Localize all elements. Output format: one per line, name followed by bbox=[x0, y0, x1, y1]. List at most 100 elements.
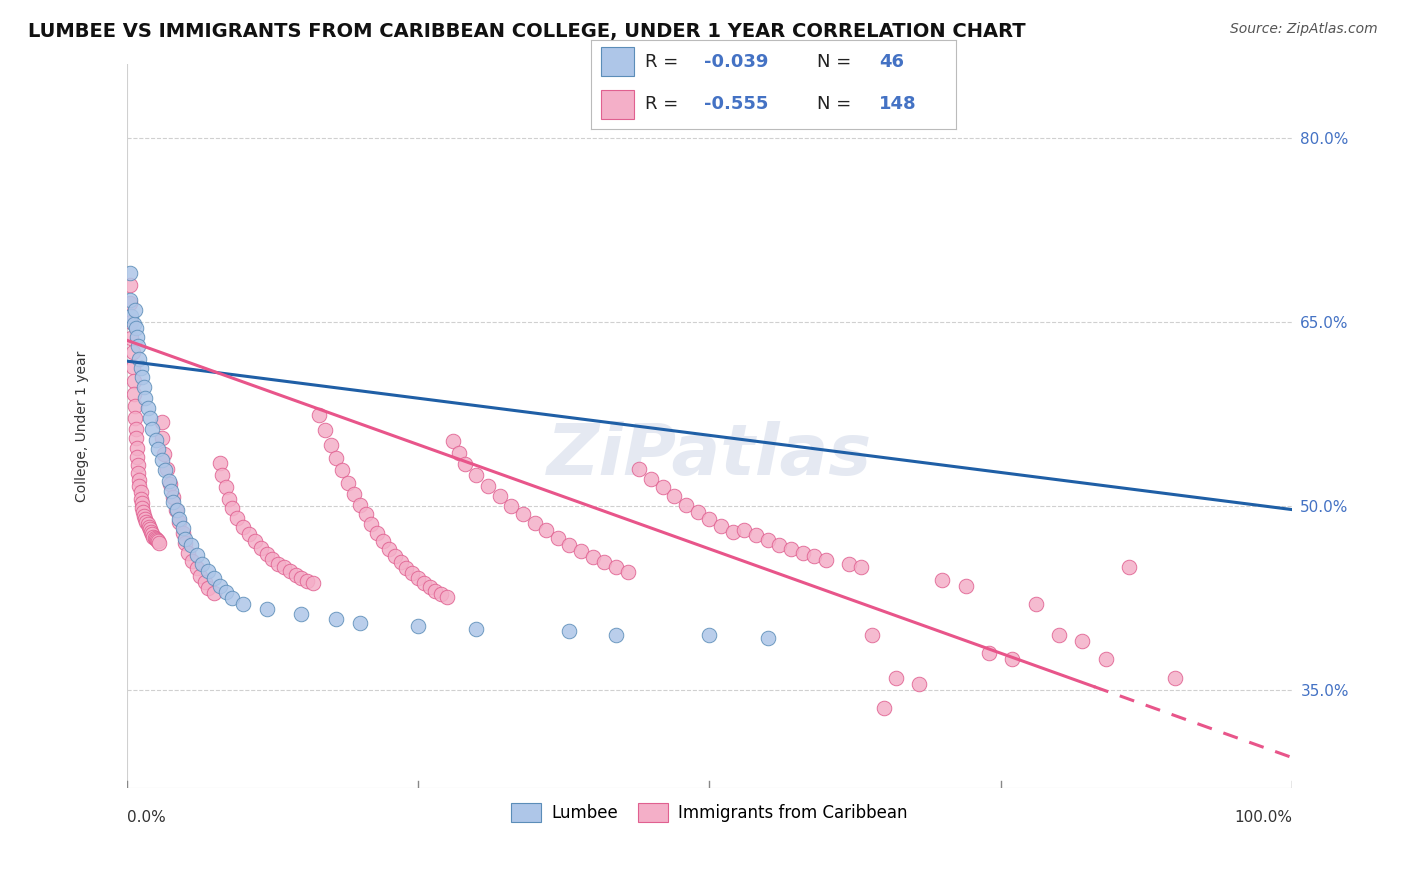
Point bbox=[1025, 597, 1047, 611]
Point bbox=[465, 622, 488, 636]
Point bbox=[150, 416, 173, 430]
Point bbox=[430, 587, 453, 601]
Point bbox=[931, 573, 953, 587]
Point bbox=[120, 296, 142, 310]
Point bbox=[273, 560, 295, 574]
Point bbox=[186, 561, 208, 575]
Point bbox=[256, 547, 278, 561]
Point bbox=[501, 499, 523, 513]
Text: 100.0%: 100.0% bbox=[1234, 810, 1292, 825]
Point bbox=[159, 476, 181, 491]
Point bbox=[122, 374, 145, 388]
Point bbox=[768, 538, 790, 552]
Point bbox=[124, 410, 146, 425]
Point bbox=[395, 561, 418, 575]
Point bbox=[803, 549, 825, 564]
Point bbox=[160, 484, 183, 499]
Point bbox=[441, 434, 464, 448]
Point bbox=[389, 555, 412, 569]
Point bbox=[360, 517, 382, 532]
Point bbox=[232, 520, 254, 534]
Text: -0.555: -0.555 bbox=[704, 95, 768, 113]
Point bbox=[523, 516, 546, 530]
Point bbox=[124, 302, 146, 317]
Point bbox=[745, 528, 768, 542]
Point bbox=[873, 701, 896, 715]
Text: College, Under 1 year: College, Under 1 year bbox=[76, 351, 90, 502]
Point bbox=[1118, 560, 1140, 574]
Point bbox=[141, 421, 163, 435]
Point bbox=[249, 541, 271, 555]
Point bbox=[139, 410, 162, 425]
Point bbox=[814, 553, 837, 567]
Point bbox=[215, 584, 238, 599]
Point bbox=[167, 515, 190, 529]
Point bbox=[534, 524, 557, 538]
Point bbox=[512, 508, 534, 522]
Point bbox=[172, 525, 194, 540]
Point bbox=[135, 515, 157, 529]
Point bbox=[1094, 652, 1116, 666]
Point bbox=[194, 574, 217, 589]
Point bbox=[284, 567, 307, 582]
Text: R =: R = bbox=[645, 95, 685, 113]
Text: -0.039: -0.039 bbox=[704, 53, 768, 70]
Point bbox=[174, 535, 197, 549]
Point bbox=[148, 535, 170, 549]
Point bbox=[453, 457, 475, 471]
Legend: Lumbee, Immigrants from Caribbean: Lumbee, Immigrants from Caribbean bbox=[503, 795, 915, 830]
Point bbox=[221, 591, 243, 605]
Point bbox=[955, 579, 977, 593]
Point bbox=[325, 450, 347, 465]
Point bbox=[343, 486, 366, 500]
Point bbox=[569, 544, 592, 558]
Point bbox=[401, 566, 423, 581]
Point bbox=[165, 502, 187, 516]
Point bbox=[215, 481, 238, 495]
Point bbox=[156, 462, 179, 476]
Text: R =: R = bbox=[645, 53, 685, 70]
Point bbox=[349, 498, 371, 512]
Point bbox=[202, 571, 225, 585]
Point bbox=[142, 530, 165, 544]
Text: ZiPatlas: ZiPatlas bbox=[547, 421, 872, 490]
Point bbox=[138, 520, 160, 534]
Bar bbox=[602, 90, 634, 119]
Point bbox=[699, 628, 721, 642]
Point bbox=[150, 453, 173, 467]
Point bbox=[124, 400, 146, 414]
Point bbox=[162, 495, 184, 509]
Point bbox=[278, 564, 301, 578]
Point bbox=[302, 576, 325, 591]
Point bbox=[378, 541, 401, 556]
Point bbox=[477, 479, 499, 493]
Text: 0.0%: 0.0% bbox=[127, 810, 166, 825]
Point bbox=[1071, 634, 1094, 648]
Point bbox=[127, 329, 149, 343]
Point bbox=[218, 491, 240, 506]
Point bbox=[425, 583, 447, 598]
Point bbox=[221, 501, 243, 516]
Point bbox=[129, 491, 152, 506]
Point bbox=[136, 401, 159, 415]
Point bbox=[150, 431, 173, 445]
Point bbox=[419, 580, 441, 594]
Point bbox=[314, 423, 336, 437]
Point bbox=[838, 557, 860, 571]
Point bbox=[134, 380, 156, 394]
Point bbox=[174, 532, 197, 546]
Text: 148: 148 bbox=[879, 95, 917, 113]
Point bbox=[128, 479, 150, 493]
Point bbox=[1164, 671, 1187, 685]
Point bbox=[180, 538, 202, 552]
Bar bbox=[602, 47, 634, 76]
Point bbox=[308, 408, 330, 422]
Point bbox=[262, 551, 284, 566]
Point bbox=[166, 502, 188, 516]
Point bbox=[605, 628, 627, 642]
Point bbox=[733, 524, 755, 538]
Point bbox=[330, 463, 353, 477]
Point bbox=[191, 557, 214, 571]
Point bbox=[125, 431, 148, 445]
Point bbox=[134, 512, 156, 526]
